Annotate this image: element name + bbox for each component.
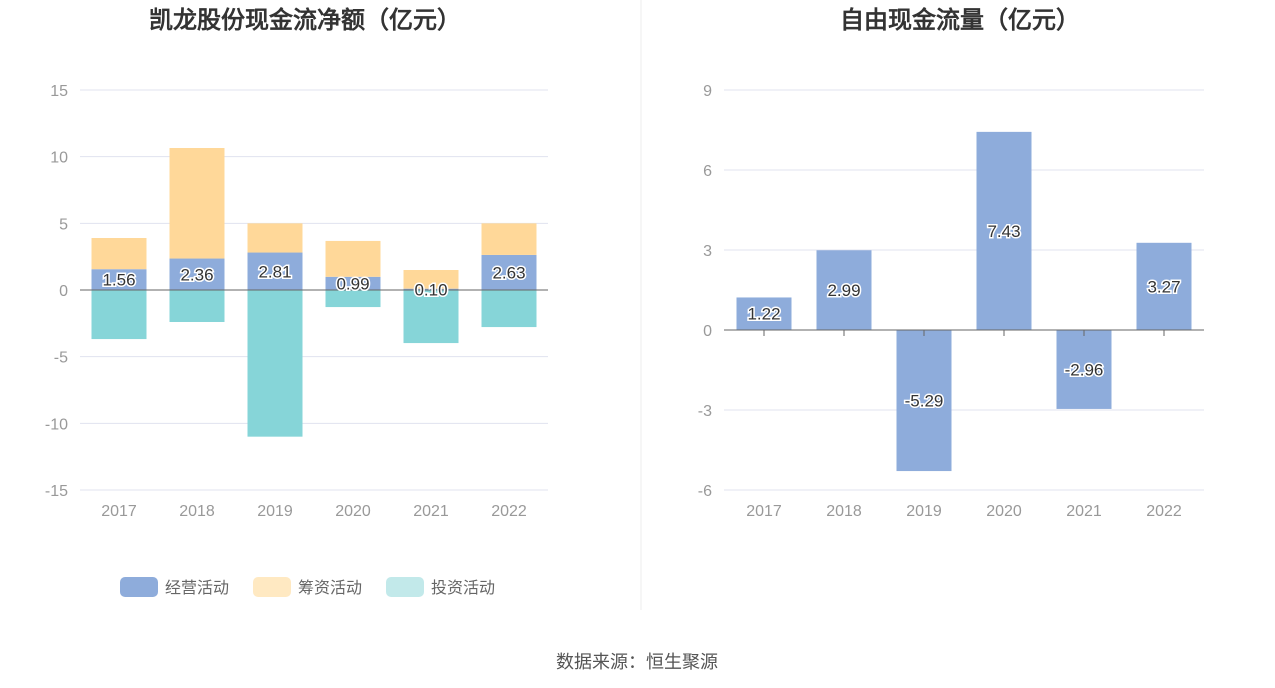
y-tick-label: 5 [59, 216, 68, 233]
bar-投资活动-2017 [91, 290, 147, 340]
y-tick-label: -6 [698, 483, 712, 500]
y-tick-label: 9 [703, 83, 712, 100]
bar-筹资活动-2019 [247, 223, 303, 253]
data-label: 0.10 [414, 280, 447, 299]
y-tick-label: -3 [698, 403, 712, 420]
bar-经营活动-2022 [481, 254, 537, 290]
x-tick-label: 2020 [335, 503, 371, 520]
bar-fcf-2021 [1056, 330, 1112, 409]
bar-投资活动-2019 [247, 290, 303, 437]
bar-投资活动-2022 [481, 290, 537, 328]
bar-投资活动-2021 [403, 290, 459, 344]
data-source: 数据来源：恒生聚源 [556, 652, 718, 672]
data-label: -2.96 [1065, 360, 1104, 379]
y-tick-label: 15 [50, 83, 68, 100]
y-tick-label: 0 [59, 283, 68, 300]
right-chart-title: 自由现金流量（亿元） [840, 6, 1080, 34]
legend: 经营活动 筹资活动 投资活动 [120, 577, 495, 597]
x-tick-label: 2019 [906, 503, 942, 520]
legend-label: 筹资活动 [298, 579, 362, 597]
bar-经营活动-2021 [403, 288, 459, 290]
legend-label: 经营活动 [165, 579, 229, 597]
bar-筹资活动-2020 [325, 240, 381, 277]
data-label: 3.27 [1147, 277, 1180, 296]
bar-经营活动-2019 [247, 252, 303, 290]
bar-投资活动-2020 [325, 290, 381, 308]
y-tick-label: -15 [45, 483, 68, 500]
bar-经营活动-2018 [169, 258, 225, 290]
bar-fcf-2020 [976, 131, 1032, 330]
data-label: 0.99 [336, 274, 369, 293]
data-label: 7.43 [987, 222, 1020, 241]
y-tick-label: 10 [50, 150, 68, 167]
bar-筹资活动-2018 [169, 148, 225, 259]
x-tick-label: 2019 [257, 503, 293, 520]
y-tick-label: 6 [703, 163, 712, 180]
x-tick-label: 2022 [491, 503, 527, 520]
bar-fcf-2019 [896, 330, 952, 472]
x-tick-label: 2021 [413, 503, 449, 520]
x-tick-label: 2020 [986, 503, 1022, 520]
bar-fcf-2022 [1136, 242, 1192, 330]
bar-筹资活动-2022 [481, 223, 537, 255]
data-label: 1.22 [747, 305, 780, 324]
legend-label: 投资活动 [431, 579, 495, 597]
x-tick-label: 2021 [1066, 503, 1102, 520]
y-tick-label: 0 [703, 323, 712, 340]
bar-fcf-2017 [736, 297, 792, 330]
legend-swatch [120, 577, 158, 597]
data-label: 2.81 [258, 262, 291, 281]
legend-swatch [253, 577, 291, 597]
data-label: -5.29 [905, 392, 944, 411]
left-chart-title: 凯龙股份现金流净额（亿元） [149, 6, 461, 34]
x-tick-label: 2022 [1146, 503, 1182, 520]
data-label: 1.56 [102, 271, 135, 290]
data-label: 2.99 [827, 281, 860, 300]
x-tick-label: 2018 [179, 503, 215, 520]
data-label: 2.63 [492, 263, 525, 282]
legend-swatch [386, 577, 424, 597]
data-label: 2.36 [180, 265, 213, 284]
bar-fcf-2018 [816, 250, 872, 330]
y-tick-label: 3 [703, 243, 712, 260]
x-tick-label: 2017 [746, 503, 782, 520]
bar-筹资活动-2017 [91, 238, 147, 270]
bar-筹资活动-2021 [403, 270, 459, 289]
x-tick-label: 2017 [101, 503, 137, 520]
bar-经营活动-2020 [325, 276, 381, 290]
y-tick-label: -5 [54, 350, 68, 367]
bar-经营活动-2017 [91, 269, 147, 290]
y-tick-label: -10 [45, 416, 68, 433]
x-tick-label: 2018 [826, 503, 862, 520]
bar-投资活动-2018 [169, 290, 225, 322]
